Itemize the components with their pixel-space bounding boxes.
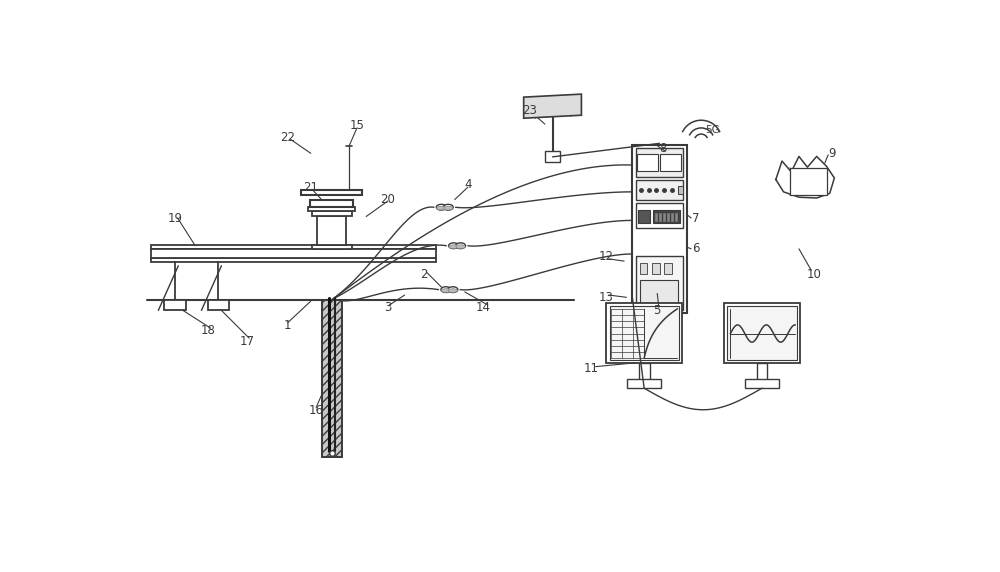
Bar <box>151 257 436 262</box>
Polygon shape <box>524 94 581 118</box>
Bar <box>640 280 678 304</box>
Ellipse shape <box>448 287 458 292</box>
Bar <box>727 306 797 360</box>
Bar <box>664 264 672 274</box>
Text: 21: 21 <box>303 181 318 194</box>
Bar <box>164 300 186 311</box>
Text: 16: 16 <box>309 404 324 417</box>
Bar <box>636 256 683 309</box>
Ellipse shape <box>456 245 465 248</box>
Ellipse shape <box>449 245 458 248</box>
Bar <box>151 249 436 257</box>
Bar <box>636 204 683 228</box>
Bar <box>652 264 660 274</box>
Text: 1: 1 <box>284 319 291 332</box>
Bar <box>671 213 674 222</box>
Bar <box>322 300 342 458</box>
Bar <box>659 213 662 222</box>
Bar <box>638 209 650 224</box>
Text: 4: 4 <box>464 178 472 190</box>
Text: 14: 14 <box>476 301 491 314</box>
Text: 11: 11 <box>584 363 599 375</box>
Polygon shape <box>776 156 834 198</box>
Bar <box>310 200 353 207</box>
Text: 2: 2 <box>420 268 428 281</box>
Bar <box>606 303 682 363</box>
Text: 12: 12 <box>599 250 614 263</box>
Bar <box>208 300 229 311</box>
Ellipse shape <box>441 287 451 292</box>
Bar <box>667 213 670 222</box>
Text: 9: 9 <box>828 147 836 160</box>
Ellipse shape <box>443 204 453 210</box>
Ellipse shape <box>437 206 446 210</box>
Text: 15: 15 <box>350 119 364 132</box>
Bar <box>655 213 658 222</box>
Text: 19: 19 <box>168 212 183 225</box>
Bar <box>636 148 683 177</box>
Bar <box>663 213 666 222</box>
Bar <box>640 264 647 274</box>
Ellipse shape <box>456 243 466 249</box>
Ellipse shape <box>441 289 451 292</box>
Bar <box>653 209 680 224</box>
Text: 20: 20 <box>380 193 395 206</box>
Bar <box>637 154 658 171</box>
Text: 18: 18 <box>201 324 216 337</box>
Bar <box>632 145 687 313</box>
Text: 5G: 5G <box>705 125 720 135</box>
Text: 3: 3 <box>384 301 391 314</box>
Bar <box>745 379 779 388</box>
Text: 5: 5 <box>654 304 661 317</box>
Text: 6: 6 <box>692 243 700 255</box>
Bar <box>636 180 683 200</box>
Bar <box>151 245 436 249</box>
Bar <box>678 186 683 194</box>
Text: 17: 17 <box>239 335 254 348</box>
Bar <box>308 207 355 212</box>
Text: 22: 22 <box>280 132 295 145</box>
Bar <box>301 190 362 195</box>
Bar <box>639 363 650 380</box>
Bar <box>790 168 827 195</box>
Text: 8: 8 <box>659 142 666 155</box>
Bar <box>675 213 678 222</box>
Bar <box>545 152 560 162</box>
Bar <box>317 216 346 245</box>
Text: 10: 10 <box>807 268 822 281</box>
Ellipse shape <box>449 243 459 249</box>
Text: 13: 13 <box>599 291 614 304</box>
Ellipse shape <box>444 206 453 210</box>
Bar <box>627 379 661 388</box>
Bar <box>610 306 679 360</box>
Bar <box>312 212 352 216</box>
Bar <box>757 363 767 380</box>
Ellipse shape <box>436 204 446 210</box>
Bar <box>312 245 352 249</box>
Text: 7: 7 <box>692 212 700 225</box>
Bar <box>724 303 800 363</box>
Ellipse shape <box>448 289 457 292</box>
Bar <box>660 154 681 171</box>
Text: 23: 23 <box>522 104 537 117</box>
